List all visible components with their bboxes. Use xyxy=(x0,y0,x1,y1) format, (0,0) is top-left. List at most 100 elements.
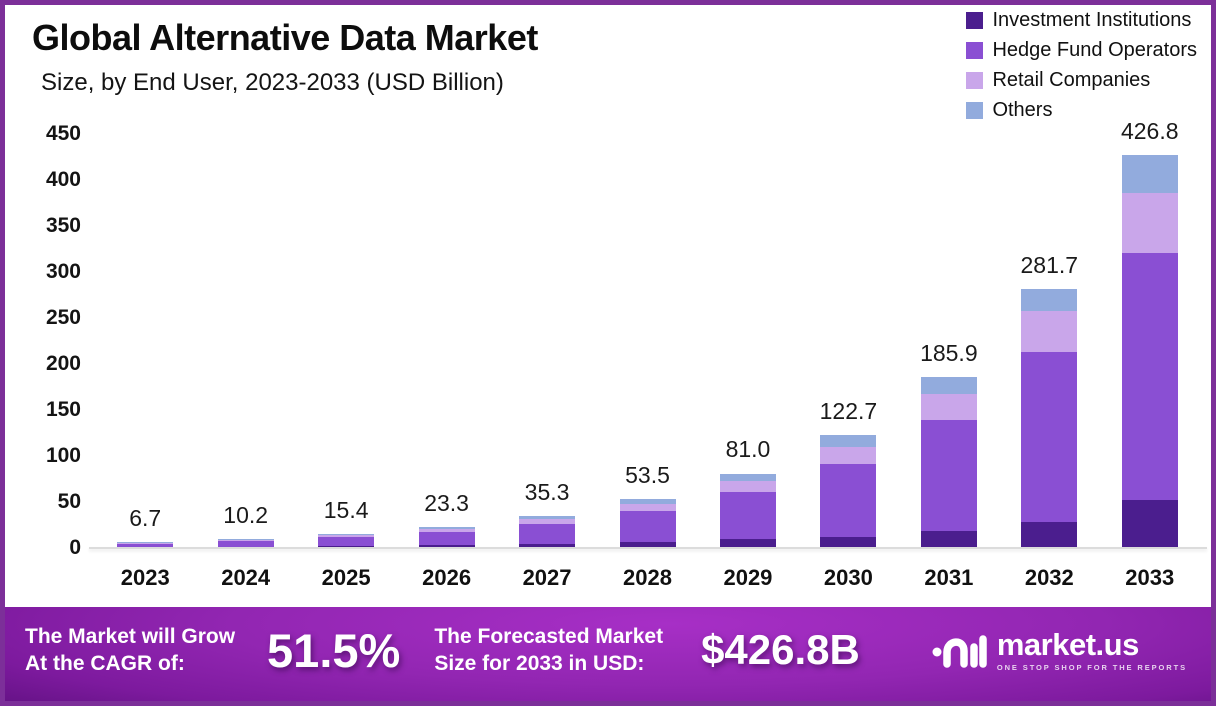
stacked-bar-2025 xyxy=(318,533,375,548)
bar-total-label: 15.4 xyxy=(323,496,369,523)
bar-total-label: 6.7 xyxy=(129,504,162,531)
bar-segment xyxy=(920,420,977,531)
bar-segment xyxy=(519,523,576,545)
bar-segment xyxy=(719,481,776,493)
legend-swatch xyxy=(966,42,984,59)
legend-item: Investment Institutions xyxy=(966,9,1197,32)
legend-label: Hedge Fund Operators xyxy=(992,39,1197,61)
page-title: Global Alternative Data Market xyxy=(32,17,538,58)
bar-segment xyxy=(1021,288,1078,312)
bar-total-label: 53.5 xyxy=(625,461,670,488)
bar-segment xyxy=(318,535,375,538)
bar-segment xyxy=(418,531,475,546)
x-tick-label: 2029 xyxy=(723,565,773,590)
stacked-bar-2027 xyxy=(519,515,576,548)
bar-segment xyxy=(1021,522,1078,548)
bar-segment xyxy=(418,545,475,548)
x-axis-labels: 2023 2024 2025 2026 2027 2028 2029 2030 2031 2032… xyxy=(95,565,1200,595)
bar-segment xyxy=(418,528,475,532)
bottom-banner: The Market will Grow At the CAGR of: 51.… xyxy=(5,607,1211,701)
stacked-bar-2026 xyxy=(418,526,475,548)
forecast-value: $426.8B xyxy=(701,626,860,673)
y-tick-label: 100 xyxy=(45,444,81,467)
bar-segment xyxy=(519,515,576,519)
stacked-bar-2031 xyxy=(920,376,977,548)
forecast-label-line2: Size for 2033 in USD: xyxy=(434,652,645,675)
x-tick-label: 2030 xyxy=(823,565,873,590)
stacked-bar-2033 xyxy=(1121,155,1178,548)
bar-segment xyxy=(1121,155,1178,194)
legend-item: Hedge Fund Operators xyxy=(966,39,1197,62)
bar-total-label: 10.2 xyxy=(223,501,269,528)
legend-label: Others xyxy=(992,99,1053,121)
marketus-logo-icon xyxy=(932,635,987,668)
stacked-bar-2029 xyxy=(719,473,776,548)
bar-total-label: 23.3 xyxy=(424,489,469,516)
x-tick-label: 2023 xyxy=(120,565,170,590)
y-tick-label: 350 xyxy=(45,214,81,237)
y-tick-label: 400 xyxy=(45,168,81,191)
bar-segment xyxy=(719,492,776,540)
legend-swatch xyxy=(966,72,984,89)
x-tick-label: 2025 xyxy=(321,565,371,590)
x-tick-label: 2031 xyxy=(924,565,974,590)
marketus-logo-text: market.us xyxy=(996,626,1139,662)
bar-total-label: 426.8 xyxy=(1120,118,1179,145)
y-tick-label: 0 xyxy=(69,536,81,559)
bar-segment xyxy=(820,536,877,548)
bar-segment xyxy=(619,511,676,543)
bar-segment xyxy=(920,530,977,548)
bar-segment xyxy=(619,503,676,512)
forecast-label-line1: The Forecasted Market xyxy=(434,624,664,648)
x-tick-label: 2026 xyxy=(422,565,472,590)
legend-label: Investment Institutions xyxy=(992,9,1192,31)
stacked-bar-2028 xyxy=(619,498,676,548)
x-tick-label: 2033 xyxy=(1125,565,1175,590)
legend: Investment Institutions Hedge Fund Operat… xyxy=(966,9,1197,122)
cagr-label-line2: At the CAGR of: xyxy=(25,652,185,675)
forecast-label: The Forecasted Market Size for 2033 in U… xyxy=(434,623,663,678)
bar-total-label: 81.0 xyxy=(725,436,771,463)
page-subtitle: Size, by End User, 2023-2033 (USD Billio… xyxy=(41,69,504,96)
bar-segment xyxy=(1121,252,1178,500)
bar-segment xyxy=(619,542,676,548)
x-tick-label: 2027 xyxy=(522,565,572,590)
cagr-label-line1: The Market will Grow xyxy=(25,624,236,648)
bar-segment xyxy=(318,537,375,547)
y-tick-label: 250 xyxy=(45,306,81,329)
bar-segment xyxy=(820,435,877,447)
bar-segment xyxy=(1021,352,1078,523)
legend-item: Retail Companies xyxy=(966,69,1197,92)
legend-swatch xyxy=(966,102,984,119)
stacked-bar-2030 xyxy=(820,435,877,548)
bar-total-label: 185.9 xyxy=(920,339,978,366)
x-tick-label: 2024 xyxy=(221,565,271,590)
bar-segment xyxy=(920,376,977,395)
bar-segment xyxy=(117,543,174,548)
y-axis: 0 50 100 150 200 250 300 350 400 450 xyxy=(5,122,81,559)
x-tick-label: 2028 xyxy=(623,565,672,590)
bar-segment xyxy=(1021,311,1078,353)
bar-total-label: 122.7 xyxy=(819,398,878,425)
bar-segment xyxy=(519,518,576,524)
x-tick-label: 2032 xyxy=(1024,565,1074,590)
bar-segment xyxy=(920,394,977,421)
bar-segment xyxy=(619,498,676,504)
stacked-bar-2032 xyxy=(1021,288,1078,548)
bar-segment xyxy=(1121,193,1178,253)
y-tick-label: 150 xyxy=(45,398,81,421)
y-tick-label: 200 xyxy=(45,352,81,375)
legend-item: Others xyxy=(966,99,1197,122)
bar-segment xyxy=(318,533,375,536)
bar-segment xyxy=(719,473,776,482)
y-tick-label: 450 xyxy=(45,122,81,145)
y-tick-label: 50 xyxy=(57,490,81,513)
bar-segment xyxy=(217,538,274,540)
legend-label: Retail Companies xyxy=(992,69,1151,91)
bar-segment xyxy=(1121,499,1178,548)
x-axis-line xyxy=(89,547,1207,549)
bar-segment xyxy=(820,464,877,537)
bar-total-label: 281.7 xyxy=(1020,251,1079,278)
bar-segment xyxy=(217,539,274,542)
